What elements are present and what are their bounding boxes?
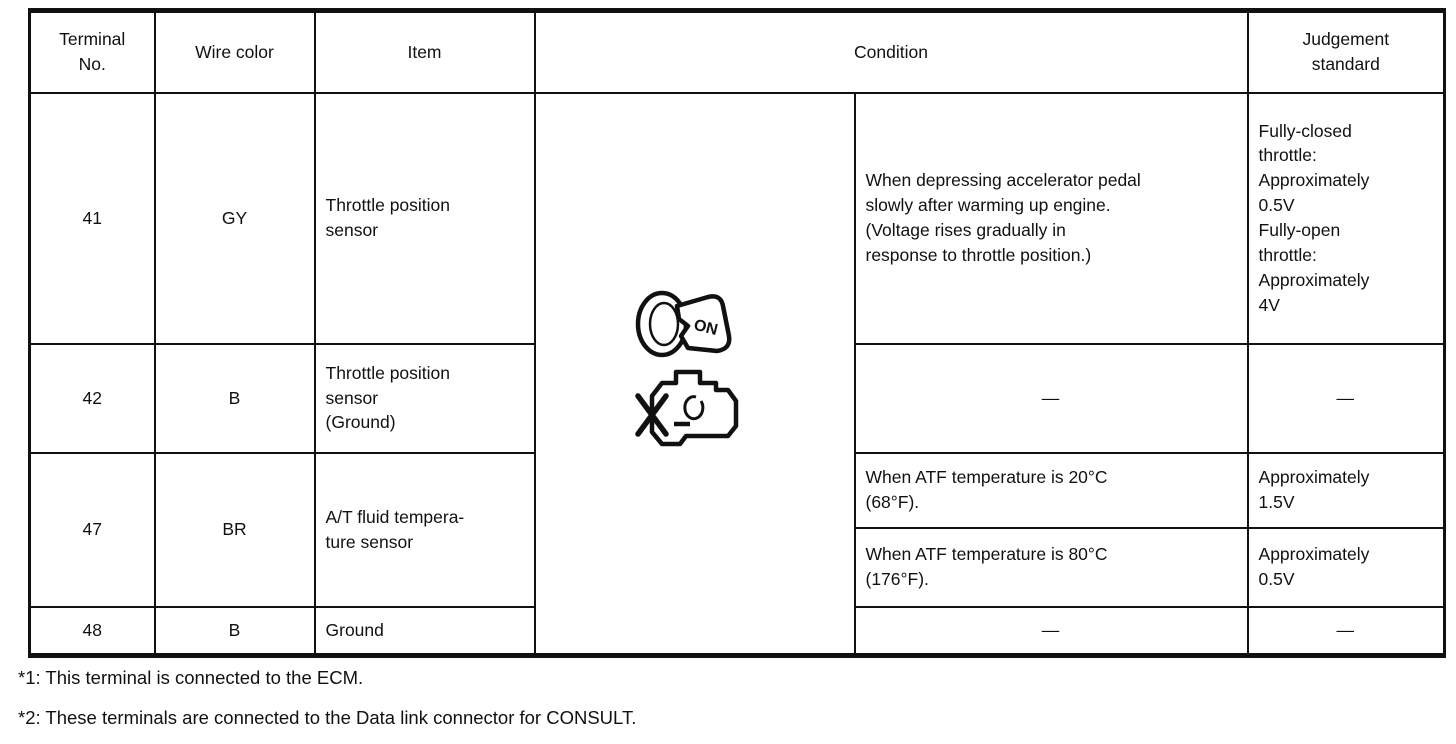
header-wire-color: Wire color (153, 9, 316, 94)
cell-item-42: Throttle position sensor (Ground) (313, 342, 536, 454)
cell-condition-48: — (853, 605, 1249, 657)
cell-terminal-41: 41 (28, 91, 156, 345)
cell-wire-42: B (153, 342, 316, 454)
table-row-42: 42 B Throttle position sensor (Ground) —… (28, 342, 1446, 454)
ignition-key-on-icon: ON (635, 290, 731, 358)
ignition-key-on-engine-off-glyph: ON (634, 290, 738, 447)
cell-item-41: Throttle position sensor (313, 91, 536, 345)
table-row-41: 41 GY Throttle position sensor ON (28, 91, 1446, 657)
ignition-on-engine-off-icon: ON (620, 284, 770, 456)
header-judgement-standard: Judgement standard (1246, 9, 1446, 94)
cell-judgement-48: — (1246, 605, 1446, 657)
footnotes: *1: This terminal is connected to the EC… (18, 666, 636, 744)
cell-item-48: Ground (313, 605, 536, 657)
footnote-2: *2: These terminals are connected to the… (18, 707, 637, 729)
cell-item-47: A/T fluid tempera- ture sensor (313, 451, 536, 608)
cell-terminal-42: 42 (28, 342, 156, 454)
header-condition: Condition (533, 9, 1249, 94)
cell-wire-47: BR (153, 451, 316, 608)
cell-condition-42: — (853, 342, 1249, 454)
engine-off-icon (634, 369, 738, 447)
cell-judgement-47a: Approximately 1.5V (1246, 451, 1446, 529)
key-on-label: ON (692, 317, 719, 339)
cell-condition-47a: When ATF temperature is 20°C (68°F). (853, 451, 1249, 529)
cell-wire-48: B (153, 605, 316, 657)
header-item: Item (313, 9, 536, 94)
cell-condition-41: When depressing accelerator pedal slowly… (853, 91, 1249, 345)
cell-condition-47b: When ATF temperature is 80°C (176°F). (853, 526, 1249, 608)
terminal-spec-table: Terminal No. Wire color Item Condition J… (28, 8, 1447, 658)
cell-judgement-47b: Approximately 0.5V (1246, 526, 1446, 608)
header-terminal-no: Terminal No. (28, 9, 156, 94)
footnote-1: *1: This terminal is connected to the EC… (18, 667, 364, 688)
table-row-47b: When ATF temperature is 80°C (176°F). Ap… (30, 526, 1446, 608)
condition-icon-cell: ON (533, 91, 856, 657)
cell-terminal-47: 47 (28, 451, 156, 608)
header-row: Terminal No. Wire color Item Condition J… (28, 9, 1446, 94)
table-row-48: 48 B Ground — — (28, 605, 1446, 657)
cell-judgement-42: — (1246, 342, 1446, 454)
cell-wire-41: GY (153, 91, 316, 345)
table-row-47a: 47 BR A/T fluid tempera- ture sensor Whe… (28, 451, 1446, 608)
cell-terminal-48: 48 (28, 605, 156, 657)
cell-judgement-41: Fully-closed throttle: Approximately 0.5… (1246, 91, 1446, 345)
